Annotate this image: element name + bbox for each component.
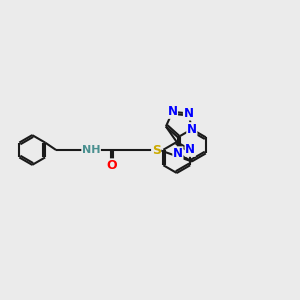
Text: S: S xyxy=(152,143,161,157)
Text: N: N xyxy=(173,147,183,160)
Text: O: O xyxy=(106,159,117,172)
Text: N: N xyxy=(184,107,194,120)
Text: NH: NH xyxy=(82,145,100,155)
Text: N: N xyxy=(167,105,178,118)
Text: N: N xyxy=(187,123,197,136)
Text: N: N xyxy=(185,143,195,156)
